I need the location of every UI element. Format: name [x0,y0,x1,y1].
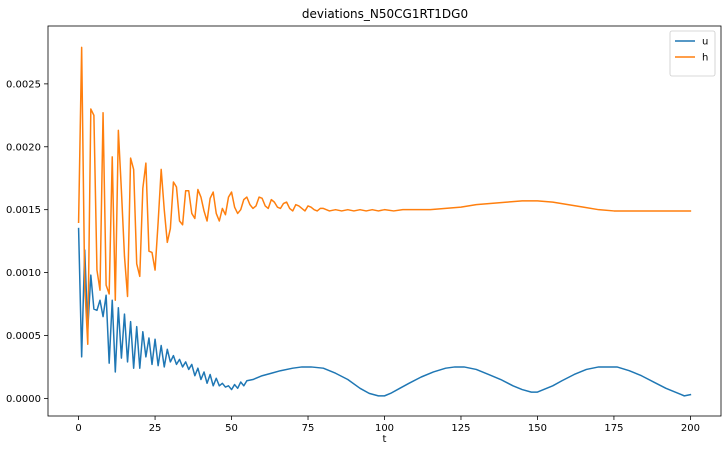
x-tick-label: 200 [681,423,700,434]
y-tick-label: 0.0005 [6,331,41,342]
axis-layer: 0 25 50 75 100 125 150 175 200 0.0000 0.0005 0.0010… [6,79,700,434]
y-tick-label: 0.0020 [6,142,41,153]
plot-frame [47,25,722,417]
x-tick-label: 50 [225,423,238,434]
legend-label-u: u [702,37,708,48]
x-tick-label: 150 [528,423,547,434]
plot-area [48,26,721,416]
series-line-u [77,227,692,397]
series-line-h [77,46,692,346]
x-tick-label: 0 [75,423,81,434]
series-layer [77,46,692,397]
y-tick-label: 0.0015 [6,205,41,216]
x-tick-label: 25 [149,423,162,434]
x-tick-label: 125 [451,423,470,434]
y-tick-label: 0.0010 [6,268,41,279]
x-tick-label: 100 [375,423,394,434]
x-tick-label: 175 [604,423,623,434]
legend-label-h: h [702,53,708,64]
x-tick-label: 75 [302,423,315,434]
x-axis-label: t [383,434,387,445]
y-tick-label: 0.0025 [6,79,41,90]
chart-title: deviations_N50CG1RT1DG0 [302,7,468,21]
y-tick-label: 0.0000 [6,394,41,405]
legend-box [669,30,716,77]
legend: uh [669,30,716,77]
